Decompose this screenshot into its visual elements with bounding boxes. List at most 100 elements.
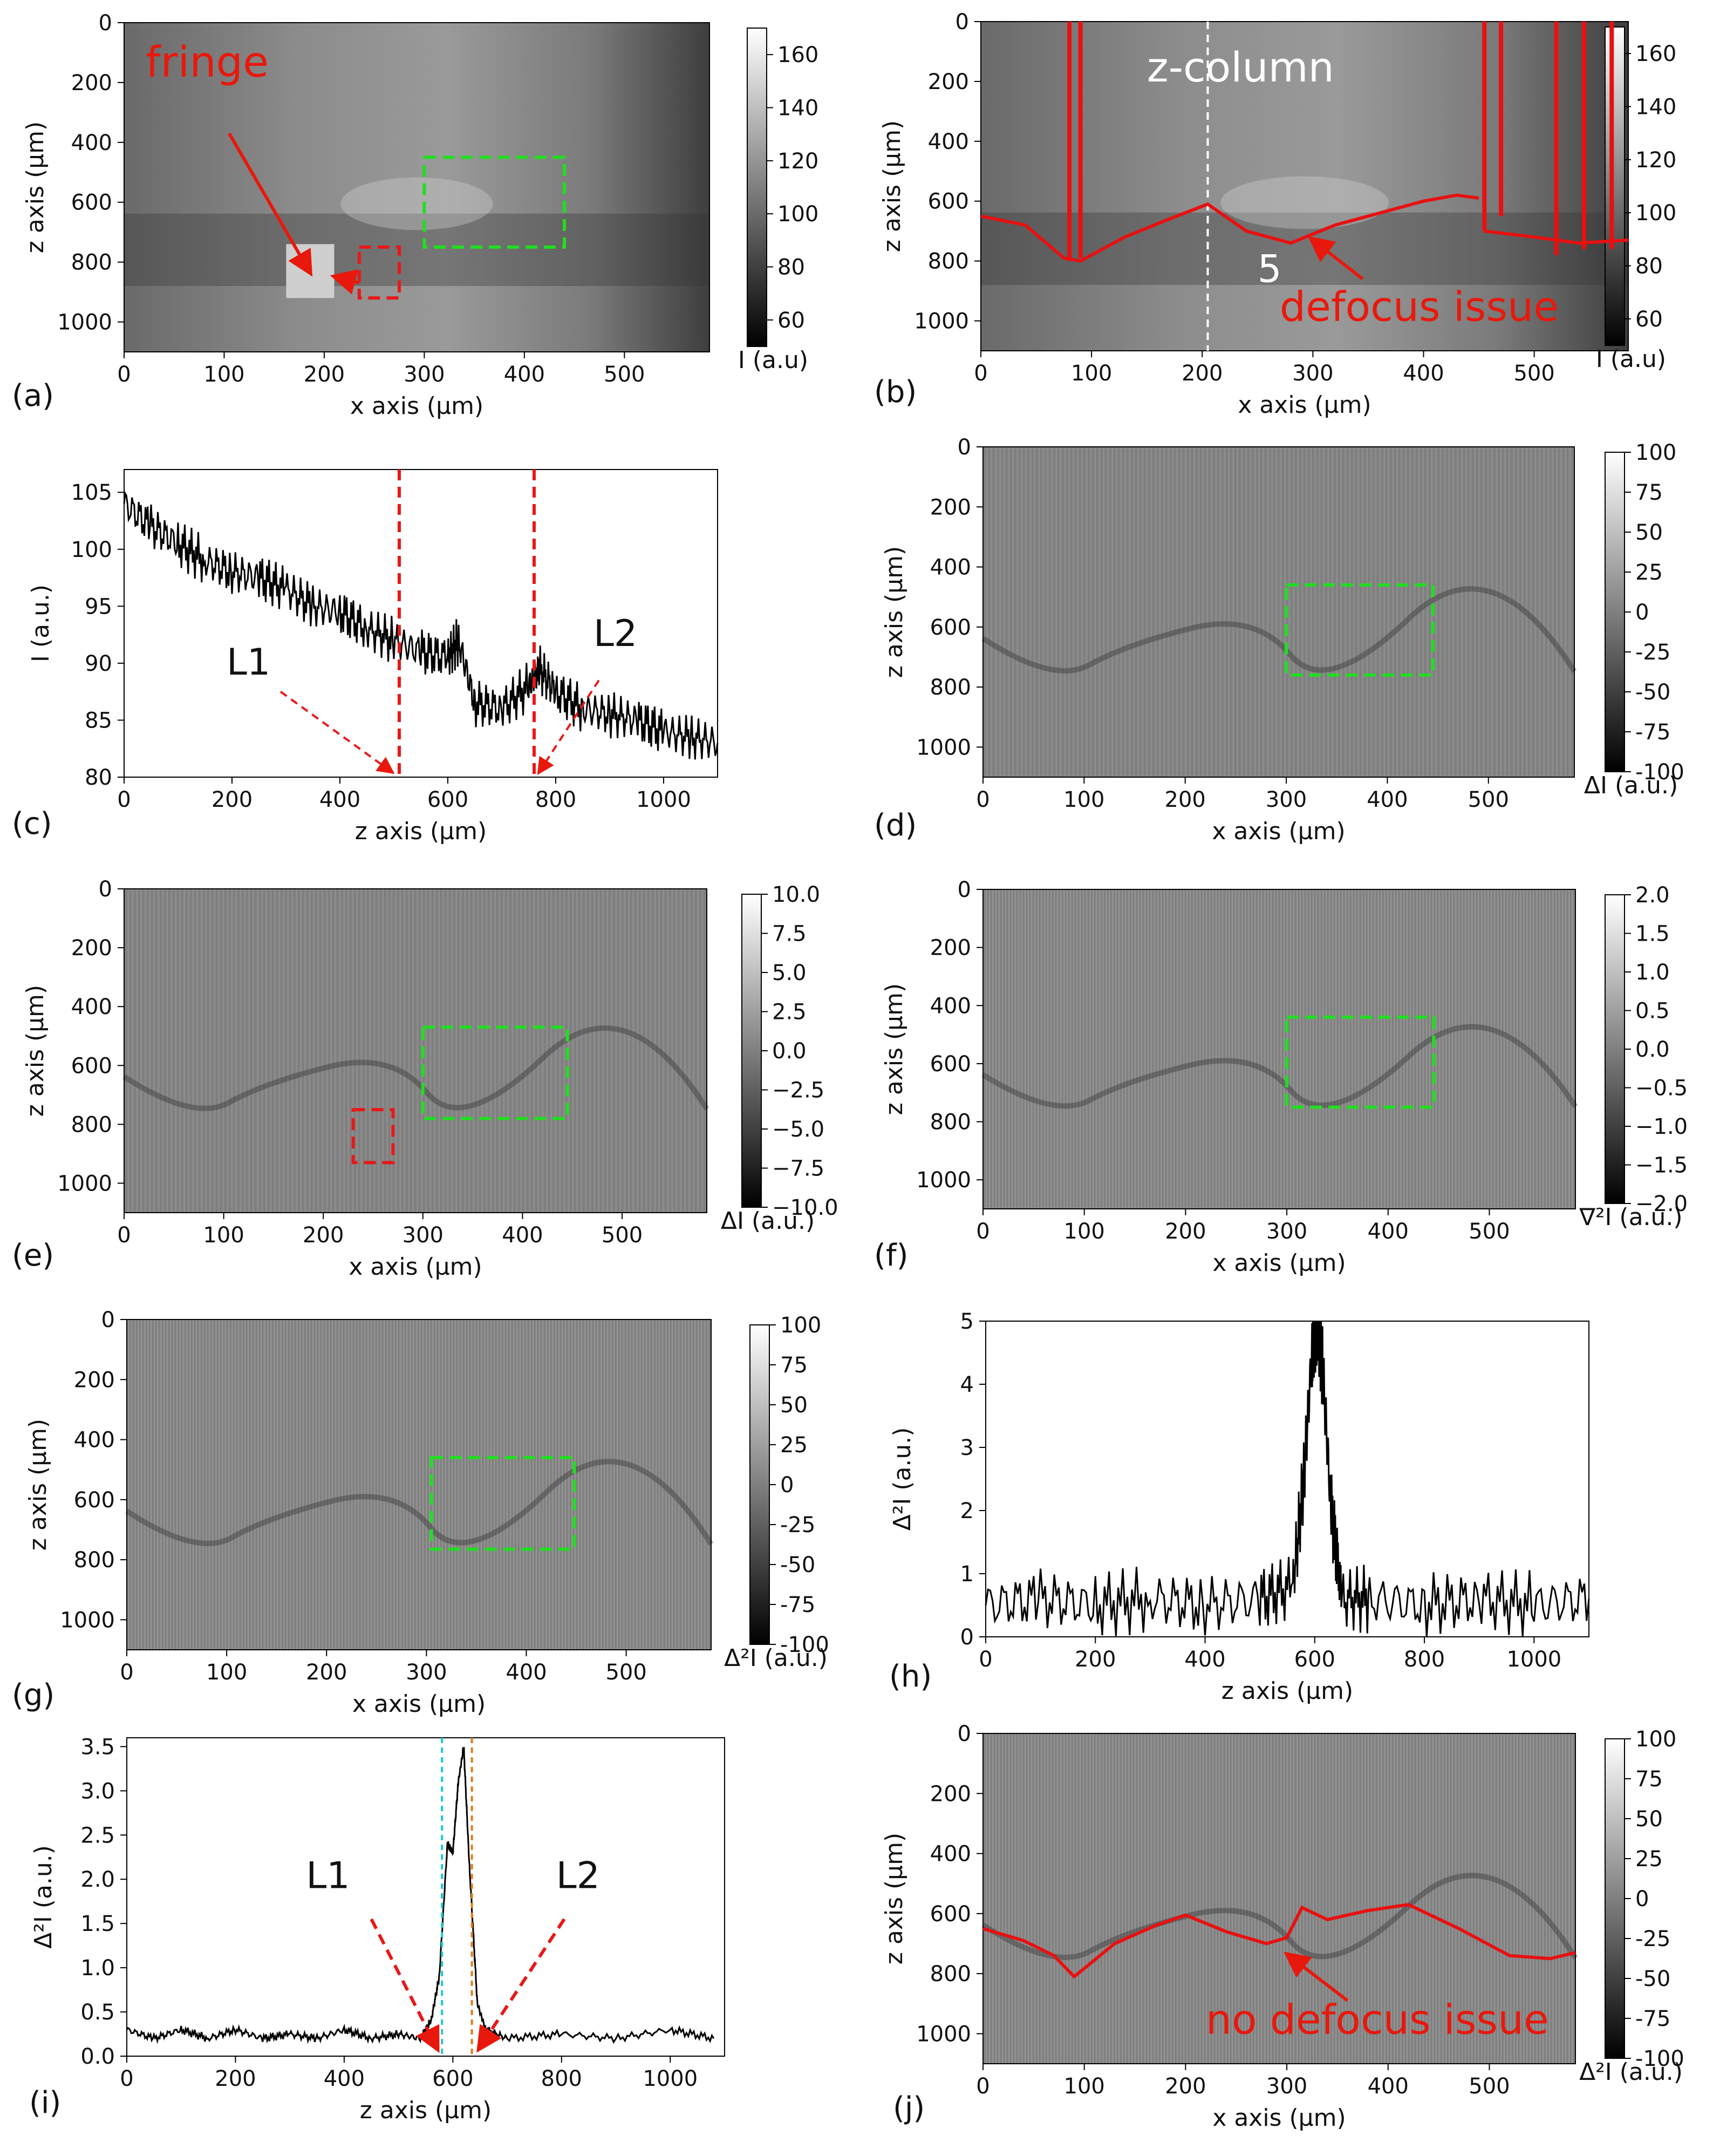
defocus-label: defocus issue: [1280, 283, 1559, 331]
image-f: [983, 889, 1575, 1209]
surface-trace: [982, 1903, 1576, 1979]
colorbar-tick-label: 120: [1635, 148, 1676, 173]
x-tick-label: 0: [120, 2066, 133, 2091]
y-axis-label: z axis (μm): [881, 546, 908, 678]
colorbar-tick-label: 50: [780, 1393, 808, 1418]
colorbar-tick-label: -100: [1635, 760, 1684, 785]
y-tick-label: 600: [930, 615, 971, 640]
x-axis-label: x axis (μm): [1212, 818, 1345, 845]
label-L2: L2: [556, 1855, 600, 1897]
y-axis-label: Δ²I (a.u.): [30, 1845, 57, 1949]
x-tick-label: 100: [1064, 1219, 1105, 1244]
y-tick-label: 200: [930, 495, 971, 520]
y-tick-label: 200: [71, 71, 112, 96]
colorbar-tick-label: 0.0: [772, 1039, 807, 1064]
x-axis-label: z axis (μm): [360, 2097, 492, 2124]
x-tick-label: 200: [304, 362, 345, 387]
y-tick-label: 0.0: [80, 2044, 115, 2069]
label-L2: L2: [593, 613, 637, 655]
y-tick-label: 0: [99, 11, 112, 36]
z-column-label: z-column: [1147, 43, 1334, 91]
x-tick-label: 500: [1469, 1219, 1510, 1244]
panel-label: (g): [12, 1678, 54, 1713]
x-tick-label: 400: [1367, 787, 1408, 812]
arrow-L1: [370, 1918, 440, 2053]
colorbar-label: ΔI (a.u.): [721, 1207, 815, 1235]
y-tick-label: 600: [71, 191, 112, 215]
y-tick-label: 400: [71, 995, 112, 1019]
plot-frame: [126, 1319, 712, 1650]
colorbar-tick-label: 50: [1635, 1807, 1663, 1832]
y-tick-label: 85: [85, 708, 112, 733]
fringe-label: fringe: [146, 38, 269, 87]
colorbar-tick-label: -75: [1635, 720, 1670, 745]
colorbar-tick-label: -25: [1635, 1927, 1670, 1951]
x-tick-label: 100: [1071, 361, 1112, 386]
x-tick-label: 200: [303, 1223, 344, 1248]
dark-band: [981, 212, 1628, 285]
x-tick-label: 100: [206, 1660, 247, 1685]
y-tick-label: 800: [930, 1110, 971, 1135]
y-tick-label: 5: [960, 1309, 974, 1334]
x-tick-label: 0: [120, 1660, 133, 1685]
colorbar-tick-label: 100: [780, 1313, 821, 1338]
y-axis-label: z axis (μm): [22, 121, 49, 253]
x-tick-label: 100: [203, 362, 244, 387]
colorbar: [1605, 894, 1625, 1204]
arrow-L1: [279, 691, 395, 774]
x-axis-label: x axis (μm): [1212, 2104, 1346, 2132]
colorbar-tick-label: 80: [1635, 254, 1663, 279]
colorbar: [1605, 26, 1625, 346]
panel-label: (a): [12, 378, 54, 413]
colorbar-tick-label: 0.0: [1635, 1037, 1670, 1062]
x-tick-label: 500: [1513, 361, 1554, 386]
data-line: [126, 1746, 715, 2044]
y-tick-label: 95: [85, 594, 112, 619]
y-tick-label: 1000: [916, 1168, 971, 1193]
y-tick-label: 0.5: [80, 2000, 115, 2025]
panel-a: 0 100 200 300 400 500 0 200 400 600 800 1000 x axis …: [12, 11, 818, 420]
y-tick-label: 400: [930, 994, 971, 1018]
x-tick-label: 200: [1182, 361, 1223, 386]
colorbar-tick-label: 100: [1635, 1727, 1676, 1752]
colorbar-tick-label: 100: [1635, 440, 1676, 465]
colorbar-tick-label: 5.0: [772, 961, 807, 985]
plot-frame: [126, 1737, 725, 2057]
plot-frame: [982, 446, 1575, 778]
x-tick-label: 200: [215, 2066, 256, 2091]
panel-f: 0 100 200 300 400 500 0 200 400 600 800 1000 x axis …: [874, 878, 1688, 1277]
x-tick-label: 400: [1368, 1219, 1409, 1244]
colorbar-tick-label: −10.0: [772, 1195, 838, 1220]
image-g: [127, 1320, 711, 1650]
roi-box: [421, 1025, 569, 1120]
colorbar-tick-label: 0: [780, 1473, 794, 1498]
image-a: [124, 23, 709, 352]
colorbar-tick-label: -50: [780, 1553, 815, 1577]
y-tick-label: 600: [930, 1052, 971, 1077]
image-b: [981, 22, 1628, 351]
x-tick-label: 300: [1266, 787, 1307, 812]
y-tick-label: 3.5: [80, 1735, 115, 1759]
colorbar-tick-label: 140: [1635, 95, 1676, 120]
colorbar-tick-label: -25: [780, 1513, 815, 1538]
y-tick-label: 400: [930, 1842, 971, 1867]
x-tick-label: 0: [976, 2074, 989, 2099]
structure-trace: [981, 1873, 1578, 1960]
no-defocus-label: no defocus issue: [1206, 1995, 1549, 2043]
dark-band: [124, 213, 709, 286]
y-tick-label: 800: [930, 675, 971, 700]
colorbar-label: I (a.u): [738, 346, 808, 374]
y-tick-label: 4: [960, 1372, 974, 1397]
colorbar-tick-label: -50: [1635, 1967, 1670, 1991]
y-tick-label: 0: [958, 1722, 971, 1746]
x-axis-label: z axis (μm): [355, 818, 487, 845]
colorbar-tick-label: −5.0: [772, 1117, 824, 1142]
y-tick-label: 0: [99, 877, 112, 902]
colorbar-tick-label: −7.5: [772, 1157, 824, 1181]
y-tick-label: 400: [74, 1428, 115, 1453]
colorbar-tick-label: 160: [1635, 42, 1676, 66]
x-tick-label: 500: [604, 362, 645, 387]
surface-trace: [980, 193, 1479, 263]
panel-label: (j): [893, 2091, 925, 2126]
